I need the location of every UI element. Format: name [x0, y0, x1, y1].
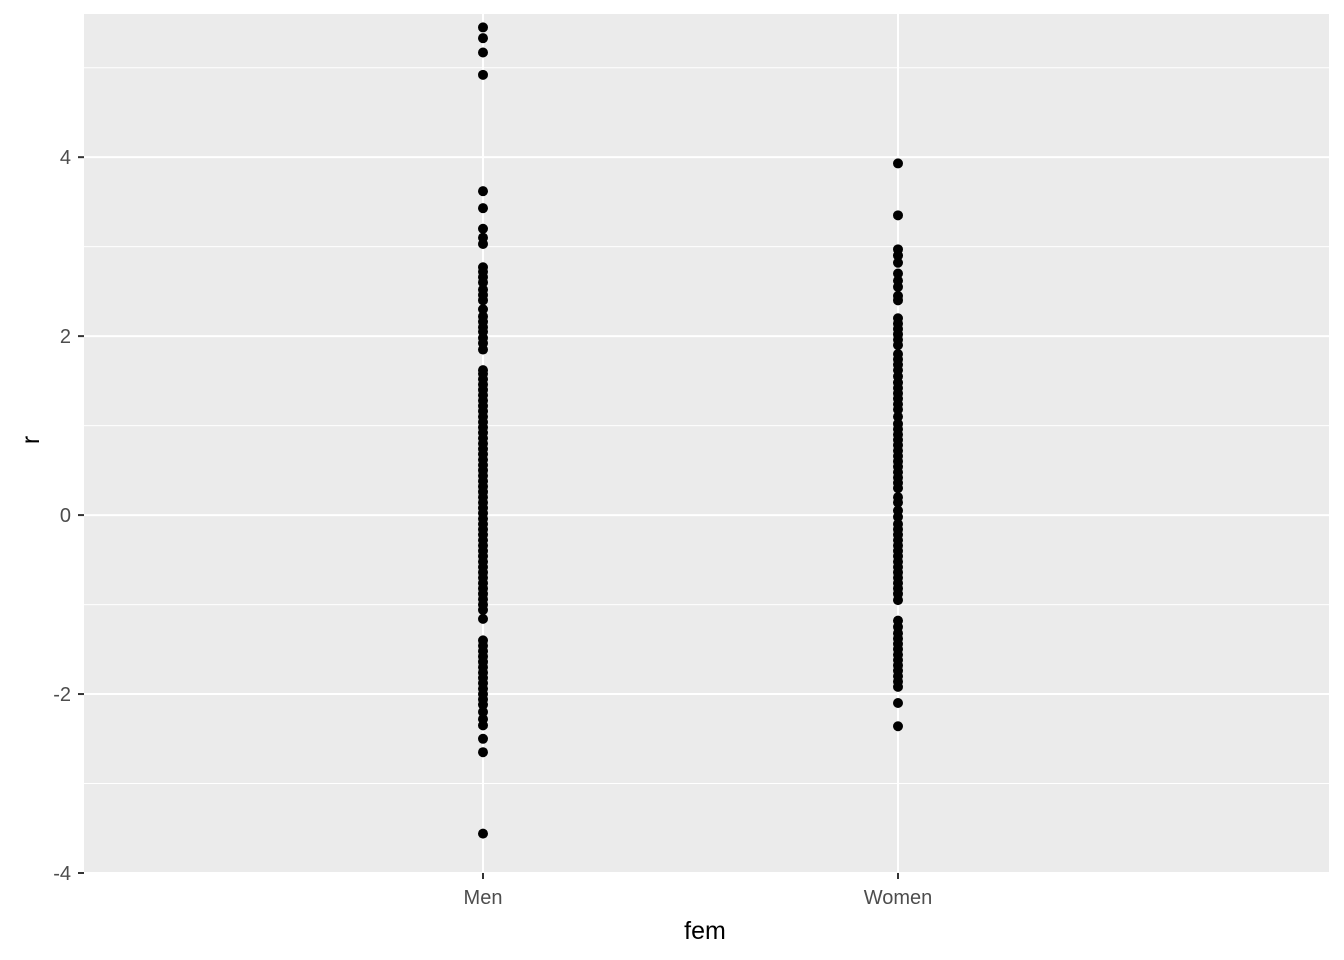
data-point: [478, 828, 488, 839]
data-point: [893, 483, 903, 494]
data-point: [893, 250, 903, 261]
data-point: [478, 604, 488, 615]
data-point: [478, 22, 488, 33]
data-point: [893, 404, 903, 415]
x-tick-label: Women: [864, 887, 933, 909]
data-point: [478, 747, 488, 758]
data-point: [478, 47, 488, 58]
data-point: [478, 203, 488, 214]
data-point: [893, 411, 903, 422]
data-point: [893, 697, 903, 708]
data-point: [478, 277, 488, 288]
data-point: [893, 281, 903, 292]
plot-panel: [84, 14, 1329, 873]
data-point: [893, 340, 903, 351]
y-tick-label: -2: [53, 684, 71, 706]
x-axis: Men Women: [464, 873, 933, 909]
data-point: [893, 295, 903, 306]
y-tick-label: 4: [60, 147, 71, 169]
data-point: [893, 497, 903, 508]
data-point: [478, 699, 488, 710]
data-point: [893, 268, 903, 279]
x-tick-label: Men: [464, 887, 503, 909]
data-point: [478, 238, 488, 249]
x-axis-title: fem: [684, 917, 726, 945]
data-point: [893, 721, 903, 732]
data-point: [478, 613, 488, 624]
data-point: [893, 210, 903, 221]
major-gridlines: [84, 14, 1329, 874]
data-point: [478, 720, 488, 731]
data-point: [478, 706, 488, 717]
data-point: [893, 158, 903, 169]
data-point: [893, 511, 903, 522]
data-point: [478, 69, 488, 80]
y-axis-title: r: [17, 436, 45, 444]
data-point: [478, 733, 488, 744]
data-point: [478, 344, 488, 355]
minor-gridlines: [84, 67, 1329, 785]
data-point: [893, 257, 903, 268]
data-point: [478, 304, 488, 315]
y-tick-label: -4: [53, 863, 71, 885]
y-tick-label: 0: [60, 505, 71, 527]
data-point: [478, 33, 488, 44]
data-point: [893, 681, 903, 692]
y-tick-label: 2: [60, 326, 71, 348]
data-point: [478, 186, 488, 197]
data-point: [478, 295, 488, 306]
data-point: [893, 595, 903, 606]
y-axis: -4 -2 0 2 4: [53, 147, 84, 885]
data-points: [478, 22, 903, 839]
data-point: [478, 223, 488, 234]
